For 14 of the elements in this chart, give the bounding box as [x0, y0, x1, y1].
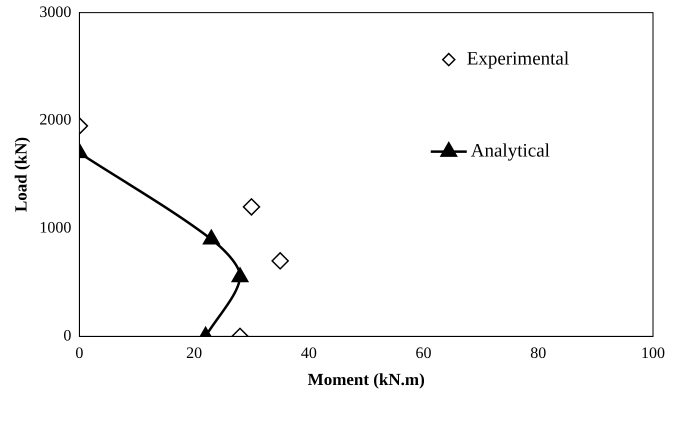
legend-label: Analytical — [470, 140, 550, 162]
x-tick-label: 80 — [530, 345, 546, 362]
x-tick-label: 100 — [641, 345, 665, 362]
x-tick-label: 20 — [186, 345, 202, 362]
x-axis-title: Moment (kN.m) — [308, 370, 425, 390]
y-tick-label: 3000 — [39, 4, 72, 21]
x-tick-label: 40 — [300, 345, 317, 362]
x-tick-label: 0 — [75, 345, 84, 362]
y-tick-label: 1000 — [39, 220, 72, 237]
y-tick-label: 0 — [63, 328, 72, 345]
y-tick-label: 2000 — [39, 112, 72, 129]
y-axis-title: Load (kN) — [12, 136, 31, 212]
x-tick-label: 60 — [416, 345, 432, 362]
legend-label: Experimental — [466, 48, 570, 70]
